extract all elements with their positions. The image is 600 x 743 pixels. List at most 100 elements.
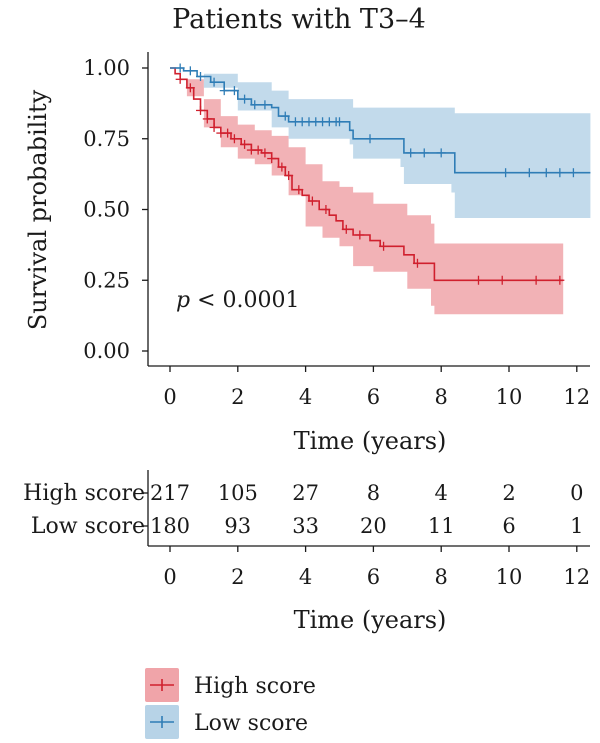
risk-x-tick-label: 6 <box>367 565 380 589</box>
x-tick-label: 6 <box>367 385 380 409</box>
risk-table-x-axis-label: Time (years) <box>294 606 447 634</box>
risk-cell: 93 <box>224 514 251 538</box>
x-tick-label: 4 <box>299 385 312 409</box>
risk-table-x-ticks: 0 2 4 6 8 10 12 <box>163 546 590 589</box>
y-axis-label: Survival probability <box>24 89 52 330</box>
risk-cell: 6 <box>502 514 515 538</box>
y-axis-ticks: 0.00 0.25 0.50 0.75 1.00 <box>83 56 148 363</box>
confidence-band-high-score <box>170 68 564 315</box>
y-tick-label: 0.50 <box>83 198 130 222</box>
censor-mark-high-score <box>229 134 239 144</box>
censor-mark-low-score <box>436 148 446 158</box>
risk-x-tick-label: 0 <box>163 565 176 589</box>
censor-mark-high-score <box>196 105 206 115</box>
y-tick-label: 0.00 <box>83 339 130 363</box>
censor-mark-low-score <box>219 86 229 96</box>
risk-x-tick-label: 2 <box>231 565 244 589</box>
censor-mark-low-score <box>185 66 195 76</box>
censor-mark-high-score <box>223 128 233 138</box>
risk-cell: 8 <box>367 481 380 505</box>
legend-label-high: High score <box>194 674 316 699</box>
censor-mark-high-score <box>379 241 389 251</box>
censor-mark-high-score <box>555 275 565 285</box>
legend-item-high[interactable]: High score <box>145 668 316 702</box>
risk-cell: 1 <box>570 514 583 538</box>
censor-mark-low-score <box>501 168 511 178</box>
censor-mark-high-score <box>267 154 277 164</box>
x-axis-ticks: 0 2 4 6 8 10 12 <box>163 366 590 409</box>
y-tick-label: 1.00 <box>83 56 130 80</box>
confidence-band-low-score <box>170 68 591 218</box>
censor-mark-low-score <box>335 117 344 127</box>
censor-mark-low-score <box>250 100 260 110</box>
risk-cell: 180 <box>150 514 190 538</box>
risk-cell: 2 <box>502 481 515 505</box>
risk-x-tick-label: 12 <box>563 565 590 589</box>
risk-cell: 33 <box>292 514 319 538</box>
risk-row-label-low: Low score <box>31 514 145 539</box>
p-value-annotation: p < 0.0001 <box>176 288 300 313</box>
risk-cell: 11 <box>428 514 455 538</box>
p-value-text: < 0.0001 <box>190 288 299 313</box>
x-tick-label: 12 <box>563 385 590 409</box>
risk-cell: 0 <box>570 481 583 505</box>
confidence-bands <box>170 68 591 315</box>
censor-mark-low-score <box>280 111 290 121</box>
risk-x-tick-label: 8 <box>435 565 448 589</box>
risk-cell: 105 <box>218 481 258 505</box>
censor-mark-high-score <box>307 196 317 206</box>
censor-mark-low-score <box>365 134 375 144</box>
risk-cell: 20 <box>360 514 387 538</box>
p-value-symbol: p <box>176 288 190 313</box>
y-tick-label: 0.25 <box>83 268 130 292</box>
censor-mark-low-score <box>260 100 270 110</box>
censor-mark-high-score <box>260 148 270 158</box>
censor-mark-low-score <box>406 148 416 158</box>
risk-table-y-ticks <box>142 492 148 527</box>
censor-mark-high-score <box>294 185 304 195</box>
censor-mark-high-score <box>531 275 541 285</box>
censor-mark-high-score <box>355 230 365 240</box>
chart-title: Patients with T3–4 <box>172 4 426 35</box>
legend-item-low[interactable]: Low score <box>145 705 308 739</box>
censor-mark-high-score <box>497 275 507 285</box>
y-tick-label: 0.75 <box>83 127 130 151</box>
censor-mark-low-score <box>229 86 239 96</box>
censor-mark-high-score <box>240 139 250 149</box>
censor-mark-high-score <box>209 122 219 132</box>
risk-cell: 4 <box>435 481 448 505</box>
censor-mark-high-score <box>473 275 483 285</box>
survival-curve-low-score <box>170 67 591 174</box>
x-tick-label: 0 <box>163 385 176 409</box>
censor-mark-high-score <box>321 205 331 214</box>
risk-x-tick-label: 4 <box>299 565 312 589</box>
censor-marks <box>175 63 578 285</box>
censor-mark-high-score <box>253 145 263 155</box>
censor-mark-low-score <box>541 168 551 178</box>
risk-row-label-high: High score <box>23 481 145 506</box>
censor-mark-high-score <box>185 83 195 93</box>
censor-mark-low-score <box>419 148 429 158</box>
censor-mark-high-score <box>341 224 351 234</box>
x-tick-label: 10 <box>496 385 523 409</box>
legend: High score Low score <box>145 668 316 739</box>
risk-cell: 27 <box>292 481 319 505</box>
censor-mark-low-score <box>524 168 534 178</box>
censor-mark-high-score <box>412 258 422 268</box>
censor-mark-high-score <box>175 74 185 84</box>
censor-mark-low-score <box>209 77 219 87</box>
censor-mark-high-score <box>202 114 212 124</box>
x-tick-label: 2 <box>231 385 244 409</box>
censor-mark-low-score <box>196 71 206 81</box>
censor-mark-low-score <box>555 168 565 178</box>
censor-mark-low-score <box>240 94 250 104</box>
x-axis-label: Time (years) <box>294 427 447 455</box>
censor-mark-high-score <box>277 162 287 172</box>
x-tick-label: 8 <box>435 385 448 409</box>
risk-cell: 217 <box>150 481 190 505</box>
censor-mark-high-score <box>284 171 294 181</box>
legend-label-low: Low score <box>194 711 308 736</box>
